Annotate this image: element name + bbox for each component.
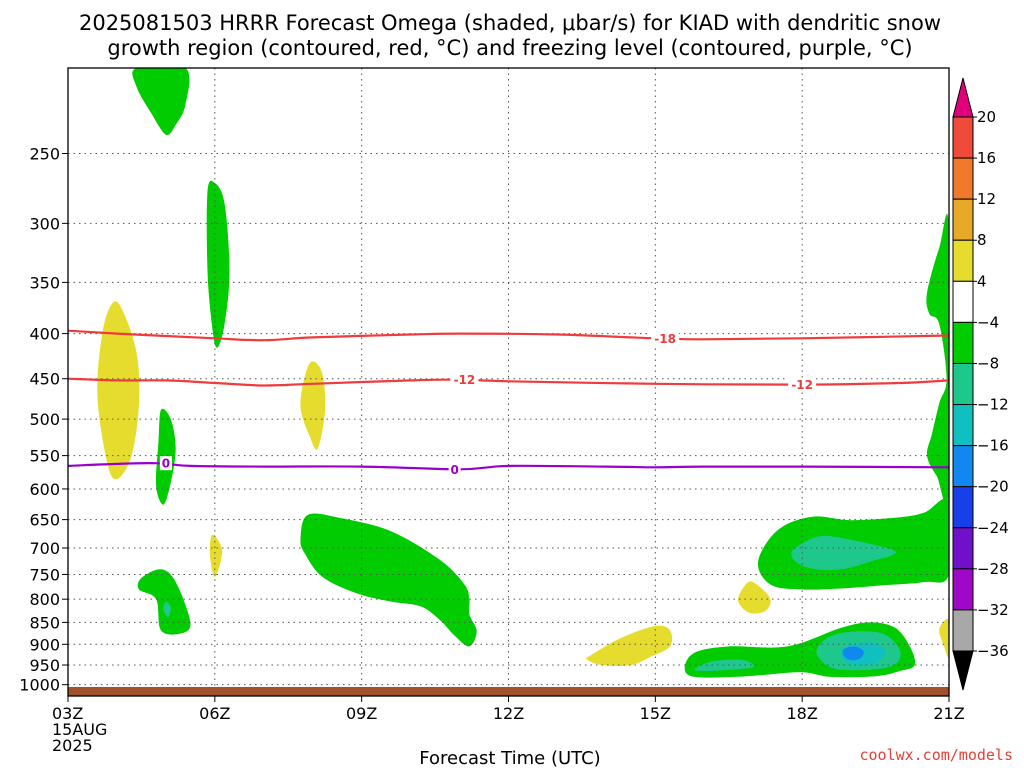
- contour-label-4: 0: [162, 457, 170, 471]
- ytick-label-600: 600: [29, 480, 60, 499]
- ytick-label-550: 550: [29, 447, 60, 466]
- omega-region-17: [791, 535, 896, 571]
- ytick-label-1000: 1000: [19, 676, 60, 695]
- terrain-block: [68, 686, 949, 696]
- omega-region-3: [97, 301, 140, 480]
- contour-label-5: 0: [450, 463, 458, 477]
- colorbar-segment-2: [952, 157, 974, 200]
- ytick-label-450: 450: [29, 370, 60, 389]
- contour-label-bg-1: [651, 331, 680, 346]
- xtick-label-06Z: 06Z: [199, 704, 230, 723]
- colorbar-label-5: 4: [977, 272, 987, 290]
- colorbar-label-10: −20: [977, 478, 1009, 496]
- terrain-fill: [68, 686, 949, 696]
- xtick-label-15Z: 15Z: [640, 704, 671, 723]
- contour-label-bg-2: [450, 372, 479, 387]
- colorbar-segment-3: [952, 198, 974, 241]
- ytick-label-750: 750: [29, 565, 60, 584]
- colorbar-label-8: −12: [977, 396, 1009, 414]
- ytick-label-300: 300: [29, 214, 60, 233]
- colorbar-label-11: −24: [977, 519, 1009, 537]
- ytick-label-850: 850: [29, 613, 60, 632]
- colorbar-label-13: −32: [977, 601, 1009, 619]
- omega-region-6: [209, 534, 223, 578]
- colorbar-segment-6: [952, 321, 974, 364]
- credit-text: coolwx.com/models: [859, 746, 1013, 764]
- ytick-label-500: 500: [29, 410, 60, 429]
- ytick-label-350: 350: [29, 273, 60, 292]
- colorbar-segment-8: [952, 404, 974, 447]
- colorbar-label-3: 12: [977, 190, 996, 208]
- ytick-label-700: 700: [29, 539, 60, 558]
- omega-colorbar: 20 16 12 8 4 −4 −8 −12 −16 −20 −24 −28 −32 −36: [952, 77, 1009, 691]
- temperature-contours: -18 -12 -12 0 0: [68, 329, 949, 477]
- chart-title-line-2: growth region (contoured, red, °C) and f…: [107, 36, 912, 60]
- colorbar-bottom-arrow: [952, 650, 974, 691]
- dendritic-contour-1: [68, 329, 949, 342]
- dendritic-contour-2: [68, 377, 949, 387]
- xtick-label-09Z: 09Z: [346, 704, 377, 723]
- colorbar-segment-1: [952, 116, 974, 159]
- omega-region-15: [842, 646, 864, 661]
- omega-region-19: [939, 618, 949, 658]
- omega-region-1: [132, 68, 190, 136]
- colorbar-segment-10: [952, 486, 974, 529]
- contour-label-bg-4: [159, 456, 172, 471]
- omega-region-2: [206, 180, 230, 348]
- ytick-label-250: 250: [29, 144, 60, 163]
- ytick-label-950: 950: [29, 656, 60, 675]
- colorbar-label-4: 8: [977, 231, 987, 249]
- colorbar-label-12: −28: [977, 560, 1009, 578]
- xtick-label-18Z: 18Z: [787, 704, 818, 723]
- colorbar-label-2: 16: [977, 149, 996, 167]
- colorbar-label-1: 20: [977, 108, 996, 126]
- colorbar-segment-12: [952, 568, 974, 611]
- colorbar-segment-11: [952, 527, 974, 570]
- colorbar-label-7: −8: [977, 354, 999, 372]
- contour-label-bg-3: [788, 377, 817, 392]
- colorbar-top-arrow: [952, 77, 974, 118]
- omega-region-12: [694, 659, 754, 672]
- colorbar-segment-9: [952, 445, 974, 488]
- xtick-year-label: 2025: [52, 736, 93, 755]
- omega-shading: [97, 68, 949, 678]
- contour-label-1: -18: [654, 332, 676, 346]
- omega-region-8: [163, 601, 171, 618]
- colorbar-segment-7: [952, 362, 974, 406]
- omega-region-20: [926, 213, 949, 506]
- ytick-label-650: 650: [29, 511, 60, 530]
- ytick-label-800: 800: [29, 590, 60, 609]
- xtick-label-12Z: 12Z: [493, 704, 524, 723]
- colorbar-segment-4: [952, 239, 974, 282]
- omega-region-4: [300, 361, 326, 450]
- contour-label-bg-5: [448, 462, 461, 477]
- omega-region-18: [738, 581, 771, 614]
- omega-region-7: [137, 569, 191, 635]
- colorbar-label-6: −4: [977, 313, 999, 331]
- xtick-label-21Z: 21Z: [933, 704, 964, 723]
- x-axis-title: Forecast Time (UTC): [419, 748, 600, 768]
- ytick-label-900: 900: [29, 635, 60, 654]
- chart-title-line-1: 2025081503 HRRR Forecast Omega (shaded, …: [79, 11, 941, 35]
- contour-label-2: -12: [454, 373, 476, 387]
- omega-region-9: [300, 513, 477, 647]
- pressure-axis: 250 300 350 400 450 500 550 600 650 700 750 800 850 9…: [19, 144, 68, 695]
- xtick-date-label: 15AUG: [52, 720, 107, 739]
- colorbar-label-9: −16: [977, 437, 1009, 455]
- xtick-label-03Z: 03Z: [52, 704, 83, 723]
- colorbar-label-14: −36: [977, 642, 1009, 660]
- contour-label-3: -12: [791, 378, 813, 392]
- omega-region-10: [586, 625, 673, 666]
- ytick-label-400: 400: [29, 325, 60, 344]
- colorbar-segment-5: [952, 280, 974, 323]
- colorbar-segment-13: [952, 609, 974, 652]
